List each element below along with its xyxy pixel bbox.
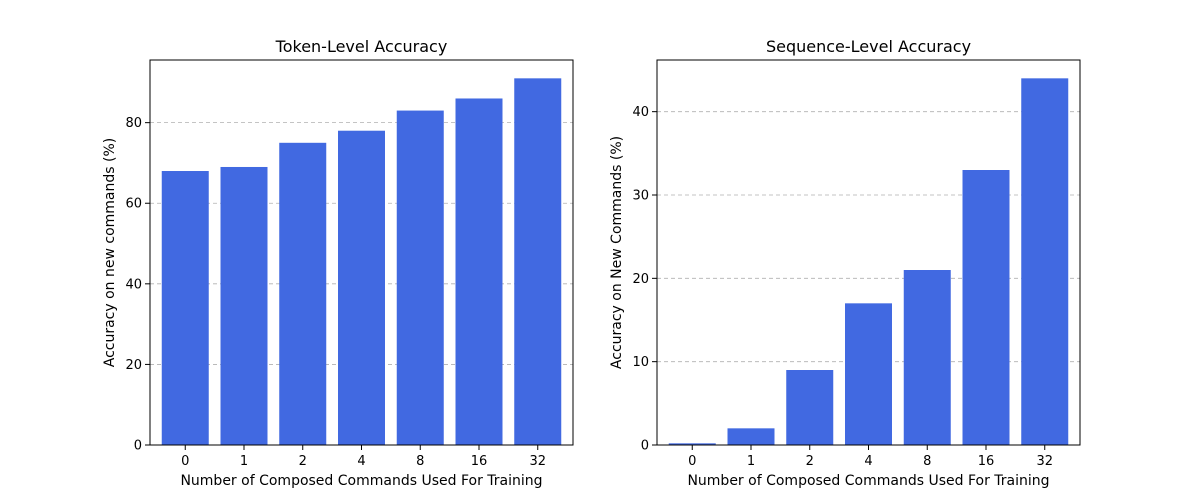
bar-16 [962,170,1010,445]
y-tick-label: 40 [632,105,649,120]
x-tick-label: 0 [688,454,696,469]
bar-2 [279,142,327,446]
x-tick-label: 8 [416,454,424,469]
y-tick-label: 20 [632,272,649,287]
bar-1 [727,428,775,445]
x-tick-label: 16 [978,454,995,469]
x-tick-label: 4 [357,454,365,469]
y-tick-label: 20 [125,358,142,373]
y-axis-label: Accuracy on New Commands (%) [609,136,625,369]
x-tick-label: 32 [529,454,546,469]
y-tick-label: 0 [641,439,649,454]
bars [161,78,562,446]
bar-0 [668,443,716,445]
x-axis-label: Number of Composed Commands Used For Tra… [687,473,1049,489]
bar-32 [1021,78,1069,445]
bar-0 [161,171,209,445]
y-axis-label: Accuracy on new commands (%) [102,138,118,368]
x-tick-label: 1 [747,454,755,469]
ticks: 0 20 40 60 80 0 1 2 4 8 16 32 [125,116,546,469]
sequence-level-accuracy-panel: 0 10 20 30 40 0 1 2 4 8 16 32 Sequence-Level Accura… [609,37,1081,489]
y-tick-label: 40 [125,277,142,292]
chart-title: Sequence-Level Accuracy [766,37,971,56]
y-tick-label: 10 [632,355,649,370]
x-tick-label: 1 [240,454,248,469]
y-tick-label: 60 [125,197,142,212]
bar-8 [903,270,951,445]
y-tick-label: 80 [125,116,142,131]
x-tick-label: 0 [181,454,189,469]
bars [668,78,1069,445]
bar-32 [514,78,562,445]
bar-16 [455,98,503,445]
x-tick-label: 2 [806,454,814,469]
x-tick-label: 16 [471,454,488,469]
x-axis-label: Number of Composed Commands Used For Tra… [180,473,542,489]
y-tick-label: 0 [134,439,142,454]
x-tick-label: 2 [299,454,307,469]
bar-1 [220,166,268,445]
x-tick-label: 4 [864,454,872,469]
x-tick-label: 32 [1036,454,1053,469]
bar-2 [786,370,834,445]
ticks: 0 10 20 30 40 0 1 2 4 8 16 32 [632,105,1053,469]
y-tick-label: 30 [632,189,649,204]
chart-title: Token-Level Accuracy [275,37,448,56]
bar-8 [396,110,444,446]
bar-4 [845,303,892,445]
bar-4 [338,130,385,445]
x-tick-label: 8 [923,454,931,469]
